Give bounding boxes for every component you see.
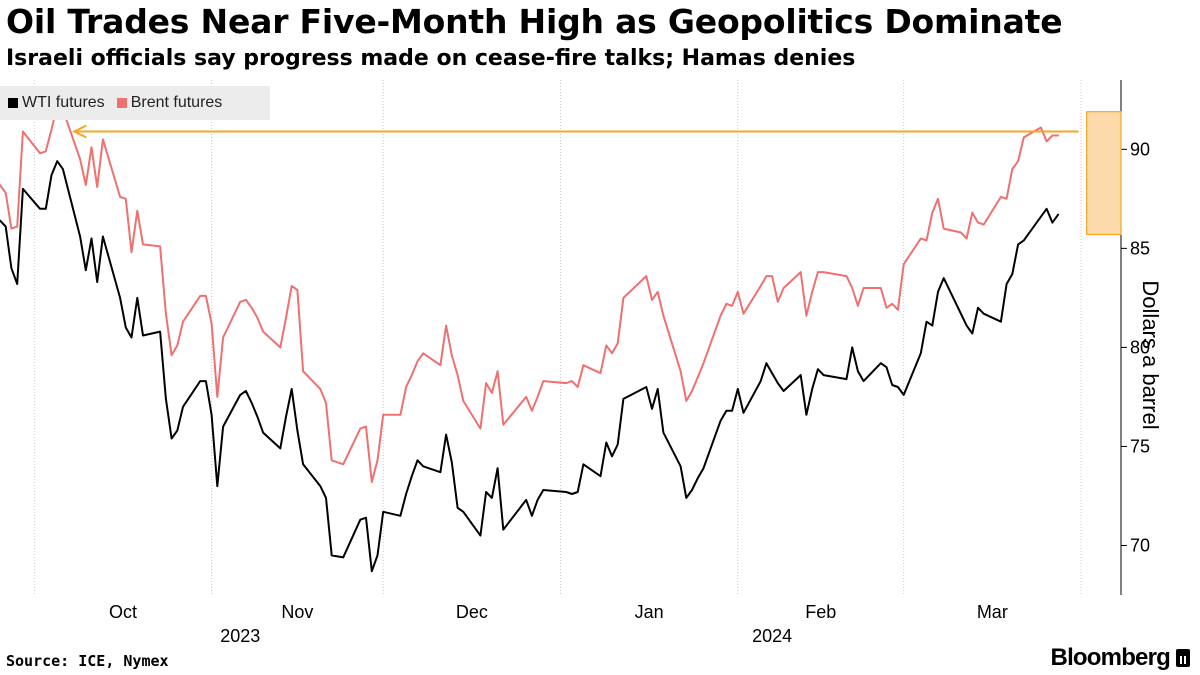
x-tick-label-oct: Oct <box>109 602 137 622</box>
chart-subtitle: Israeli officials say progress made on c… <box>6 46 856 71</box>
y-tick-label-90: 90 <box>1130 139 1150 159</box>
x-tick-label-mar: Mar <box>977 602 1008 622</box>
chart-title: Oil Trades Near Five-Month High as Geopo… <box>6 2 1063 41</box>
y-tick-label-85: 85 <box>1130 238 1150 258</box>
legend: WTI futures Brent futures <box>0 86 270 120</box>
legend-label-brent: Brent futures <box>130 94 223 111</box>
bloomberg-logo: Bloomberg <box>1051 644 1190 672</box>
x-year-label-2023: 2023 <box>220 626 260 646</box>
legend-swatch-brent <box>116 98 127 108</box>
annotation-arrow-head-icon <box>72 124 87 139</box>
legend-swatch-wti <box>8 98 18 108</box>
x-year-label-2024: 2024 <box>752 626 792 646</box>
x-tick-label-dec: Dec <box>456 602 488 622</box>
y-tick-label-70: 70 <box>1130 535 1150 555</box>
y-tick-label-75: 75 <box>1130 436 1150 456</box>
y-axis-title: Dollars a barrel <box>1138 280 1163 430</box>
wti-line <box>0 160 1060 573</box>
legend-label-wti: WTI futures <box>22 94 105 111</box>
x-tick-label-feb: Feb <box>805 602 836 622</box>
source-note: Source: ICE, Nymex <box>6 652 169 670</box>
brent-line <box>0 104 1060 484</box>
highlight-box <box>1086 111 1122 236</box>
y-tick-label-80: 80 <box>1130 337 1150 357</box>
x-tick-label-nov: Nov <box>281 602 313 622</box>
legend-item-wti: WTI futures <box>8 94 105 112</box>
x-tick-label-jan: Jan <box>635 602 664 622</box>
brand-name: Bloomberg <box>1050 644 1171 671</box>
bloomberg-mark-icon <box>1176 649 1190 667</box>
legend-item-brent: Brent futures <box>116 94 223 112</box>
